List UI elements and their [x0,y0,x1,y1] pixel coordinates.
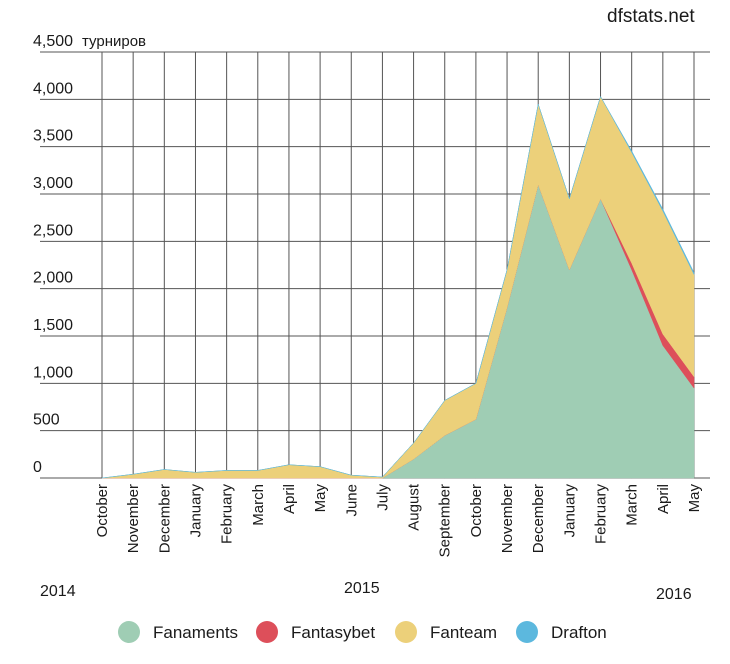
legend-swatch-drafton [516,621,538,643]
legend-label-fanaments: Fanaments [153,623,238,642]
x-tick-label: December [156,484,173,553]
y-tick-label: 3,000 [33,175,73,192]
y-tick-label: 4,000 [33,80,73,97]
stacked-areas [101,95,695,479]
y-tick-label: 2,500 [33,222,73,239]
y-tick-label: 4,500 [33,33,73,50]
source-label: dfstats.net [607,6,695,27]
y-tick-label: 3,500 [33,128,73,145]
x-tick-label: May [312,484,329,513]
y-tick-label: 1,000 [33,364,73,381]
area-fanaments [102,183,695,479]
y-tick-label: 2,000 [33,270,73,287]
y-tick-label: 1,500 [33,317,73,334]
x-tick-label: November [499,484,516,553]
legend-swatch-fanteam [395,621,417,643]
x-tick-label: February [219,484,236,545]
year-label: 2014 [40,583,76,600]
x-tick-label: September [437,484,454,557]
year-labels: 2014 2015 2016 [40,580,692,603]
x-tick-label: October [468,484,485,537]
x-tick-label: March [624,484,641,526]
x-tick-label: February [593,484,610,545]
x-tick-label: November [125,484,142,553]
y-tick-label: 500 [33,412,60,429]
year-label: 2015 [344,580,380,597]
x-tick-label: August [406,483,423,531]
x-tick-label: October [94,484,111,537]
y-axis-ticks: 0 500 1,000 1,500 2,000 2,500 3,000 3,500 4,000 4… [33,33,73,476]
x-tick-label: March [250,484,267,526]
x-tick-label: May [686,484,703,513]
unit-label: турниров [82,33,146,50]
x-axis-ticks: October November December January February Ma… [94,483,703,557]
x-tick-label: June [343,484,360,517]
x-tick-label: July [374,484,391,511]
area-drafton [101,95,695,479]
legend: Fanaments Fantasybet Fanteam Drafton [118,621,607,643]
y-tick-label: 0 [33,459,42,476]
x-tick-label: December [530,484,547,553]
legend-swatch-fanaments [118,621,140,643]
legend-label-drafton: Drafton [551,623,607,642]
x-tick-label: January [187,484,204,538]
year-label: 2016 [656,586,692,603]
x-tick-label: April [655,484,672,514]
legend-swatch-fantasybet [256,621,278,643]
x-tick-label: January [561,484,578,538]
legend-label-fanteam: Fanteam [430,623,497,642]
legend-label-fantasybet: Fantasybet [291,623,375,642]
x-tick-label: April [281,484,298,514]
